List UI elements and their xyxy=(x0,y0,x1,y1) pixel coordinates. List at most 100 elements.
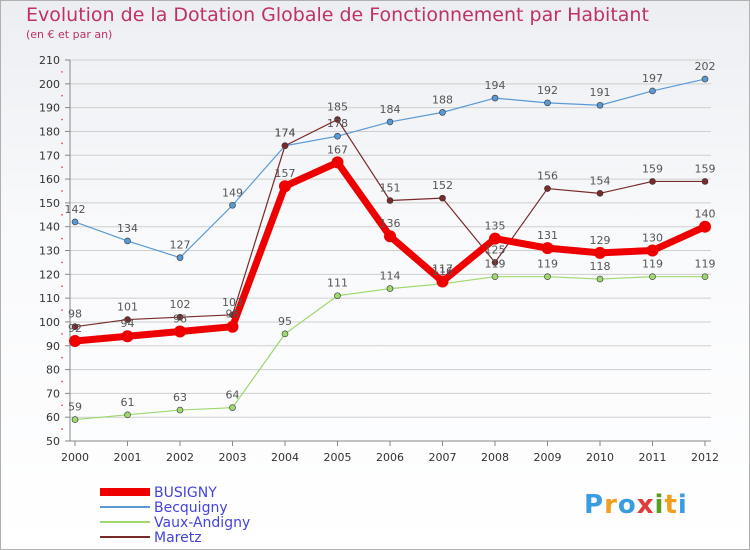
data-point-vaux-andigny xyxy=(701,273,709,280)
data-label-becquigny: 192 xyxy=(537,84,558,97)
data-label-vaux-andigny: 118 xyxy=(590,260,611,273)
legend-label-vaux-andigny: Vaux-Andigny xyxy=(154,515,250,531)
x-tick-label: 2008 xyxy=(481,451,509,464)
y-minor-tick xyxy=(61,142,63,145)
y-tick-label: 180 xyxy=(39,125,60,138)
data-label-busigny: 131 xyxy=(537,229,558,242)
data-label-maretz: 152 xyxy=(432,179,453,192)
x-tick-label: 2006 xyxy=(376,451,404,464)
data-label-busigny: 96 xyxy=(173,312,187,325)
data-label-vaux-andigny: 116 xyxy=(432,265,453,278)
data-point-becquigny xyxy=(649,87,656,95)
data-point-becquigny xyxy=(334,132,341,140)
data-point-becquigny xyxy=(491,94,499,102)
data-point-vaux-andigny xyxy=(334,292,341,300)
data-point-maretz xyxy=(596,190,604,197)
y-tick-label: 50 xyxy=(46,435,60,448)
data-label-becquigny: 178 xyxy=(327,117,348,130)
y-tick-label: 90 xyxy=(46,340,60,353)
data-point-busigny xyxy=(384,230,396,243)
y-minor-tick xyxy=(61,261,63,264)
data-label-busigny: 136 xyxy=(380,217,401,230)
data-point-maretz xyxy=(491,259,499,266)
y-minor-tick xyxy=(61,94,63,97)
logo-letter: P xyxy=(584,490,605,520)
legend-label-maretz: Maretz xyxy=(154,530,202,546)
data-label-maretz: 159 xyxy=(695,162,716,175)
data-label-vaux-andigny: 119 xyxy=(485,258,506,271)
data-label-becquigny: 188 xyxy=(432,93,453,106)
data-label-becquigny: 194 xyxy=(485,79,506,92)
data-point-maretz xyxy=(701,178,709,185)
y-tick-label: 170 xyxy=(39,149,60,162)
data-label-vaux-andigny: 63 xyxy=(173,391,187,404)
y-tick-label: 160 xyxy=(39,173,60,186)
data-label-becquigny: 149 xyxy=(222,186,243,199)
data-point-busigny xyxy=(699,220,711,233)
data-point-vaux-andigny xyxy=(176,406,184,414)
data-point-maretz xyxy=(649,178,656,185)
data-label-busigny: 135 xyxy=(485,220,506,233)
y-minor-tick xyxy=(61,428,63,430)
x-tick-label: 2001 xyxy=(114,451,142,464)
y-tick-label: 190 xyxy=(39,102,60,115)
y-tick-label: 120 xyxy=(39,268,60,281)
data-point-busigny xyxy=(121,330,134,343)
y-minor-tick xyxy=(61,118,63,121)
y-minor-tick xyxy=(61,237,63,240)
data-point-maretz xyxy=(386,197,394,204)
data-point-becquigny xyxy=(439,109,446,116)
chart-subtitle: (en € et par an) xyxy=(26,28,113,41)
data-label-becquigny: 197 xyxy=(642,72,663,85)
x-tick-label: 2007 xyxy=(429,451,457,464)
y-minor-tick xyxy=(61,404,63,407)
proxiti-logo: Proxiti xyxy=(584,490,688,520)
data-label-maretz: 103 xyxy=(222,296,243,309)
data-label-vaux-andigny: 61 xyxy=(121,396,135,409)
y-minor-tick xyxy=(61,380,63,383)
data-point-vaux-andigny xyxy=(71,416,79,423)
y-tick-label: 110 xyxy=(39,292,60,305)
data-label-busigny: 94 xyxy=(121,317,135,330)
data-label-vaux-andigny: 114 xyxy=(380,270,401,283)
data-point-busigny xyxy=(646,244,659,257)
x-tick-label: 2003 xyxy=(219,451,247,464)
logo-letter: i xyxy=(654,490,665,520)
data-point-becquigny xyxy=(71,218,79,226)
data-label-maretz: 174 xyxy=(275,127,296,140)
logo-letter: o xyxy=(617,490,637,520)
x-tick-label: 2002 xyxy=(166,451,194,464)
data-point-vaux-andigny xyxy=(386,285,394,292)
data-label-maretz: 98 xyxy=(68,308,82,321)
y-tick-label: 210 xyxy=(39,54,60,67)
y-tick-label: 60 xyxy=(46,411,60,424)
data-point-busigny xyxy=(541,242,554,255)
y-tick-label: 130 xyxy=(39,245,60,258)
x-tick-label: 2012 xyxy=(691,451,719,464)
data-label-vaux-andigny: 119 xyxy=(695,258,716,271)
y-minor-tick xyxy=(61,71,63,73)
data-point-busigny xyxy=(489,232,501,245)
data-point-busigny xyxy=(174,325,186,338)
y-tick-label: 150 xyxy=(39,197,60,210)
data-label-maretz: 101 xyxy=(117,301,138,314)
data-label-maretz: 185 xyxy=(327,101,348,114)
data-point-vaux-andigny xyxy=(124,411,131,419)
data-point-maretz xyxy=(124,316,131,323)
data-label-maretz: 159 xyxy=(642,162,663,175)
logo-letter: x xyxy=(636,490,655,520)
data-label-becquigny: 142 xyxy=(65,203,86,216)
y-tick-label: 70 xyxy=(46,387,60,400)
legend-label-becquigny: Becquigny xyxy=(154,500,228,516)
data-point-vaux-andigny xyxy=(491,273,499,280)
data-point-becquigny xyxy=(596,101,604,109)
y-minor-tick xyxy=(61,333,63,335)
data-label-busigny: 157 xyxy=(275,167,296,180)
logo-letter: i xyxy=(677,490,688,520)
data-point-becquigny xyxy=(176,254,184,261)
y-tick-label: 140 xyxy=(39,221,60,234)
data-label-busigny: 140 xyxy=(695,208,716,221)
data-point-vaux-andigny xyxy=(281,330,289,338)
